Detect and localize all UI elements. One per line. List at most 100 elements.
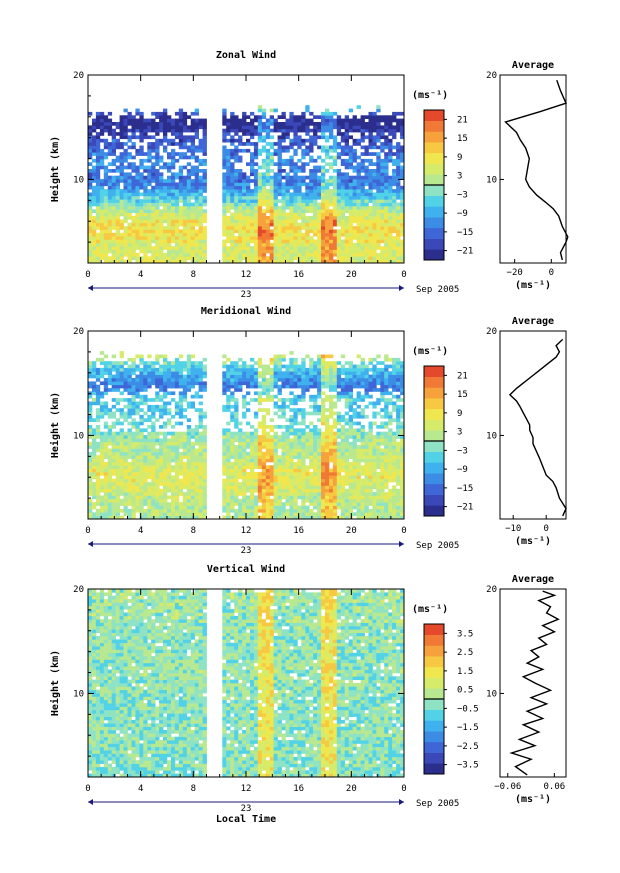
heatmap-cell [352, 115, 357, 119]
heatmap-cell [325, 179, 330, 183]
heatmap-cell [376, 199, 381, 203]
heatmap-cell [376, 122, 381, 126]
heatmap-cell [95, 152, 101, 156]
heatmap-cell [194, 185, 199, 190]
heatmap-cell [368, 138, 373, 143]
heatmap-cell [163, 165, 168, 170]
heatmap-cell [174, 199, 180, 203]
heatmap-cell [297, 371, 302, 375]
heatmap-cell [226, 152, 231, 156]
heatmap-cell [198, 145, 203, 150]
heatmap-cell [309, 122, 314, 126]
heatmap-cell [143, 451, 148, 456]
heatmap-cell [202, 458, 207, 463]
heatmap-cell [372, 259, 377, 264]
heatmap-cell [198, 212, 203, 217]
heatmap-cell [103, 441, 109, 446]
heatmap-cell [242, 472, 247, 476]
heatmap-cell [344, 202, 349, 207]
heatmap-cell [198, 142, 203, 146]
heatmap-cell [388, 199, 393, 203]
heatmap-cell [261, 239, 267, 244]
heatmap-cell [281, 252, 286, 257]
heatmap-cell [155, 408, 160, 412]
heatmap-cell [202, 132, 207, 136]
heatmap-cell [340, 232, 346, 237]
heatmap-cell [103, 202, 109, 207]
heatmap-cell [317, 209, 322, 213]
heatmap-cell [344, 122, 349, 126]
heatmap-cell [190, 431, 195, 436]
heatmap-cell [92, 475, 97, 480]
heatmap-cell [364, 175, 369, 180]
heatmap-cell [107, 498, 113, 503]
heatmap-cell [242, 515, 247, 520]
heatmap-cell [253, 508, 259, 513]
heatmap-cell [88, 408, 93, 412]
heatmap-cell [277, 246, 282, 250]
heatmap-cell [194, 205, 199, 210]
heatmap-cell [127, 145, 132, 150]
heatmap-cell [384, 246, 389, 250]
heatmap-cell [285, 132, 290, 136]
heatmap-cell [230, 115, 235, 119]
heatmap-cell [360, 232, 365, 237]
heatmap-cell [313, 175, 318, 180]
heatmap-cell [257, 242, 263, 247]
heatmap-cell [115, 361, 120, 365]
heatmap-cell [273, 108, 278, 113]
heatmap-cell [273, 478, 278, 483]
heatmap-cell [392, 162, 397, 166]
heatmap-cell [269, 155, 274, 160]
heatmap-cell [131, 515, 136, 520]
heatmap-cell [99, 478, 105, 483]
heatmap-cell [273, 222, 278, 227]
heatmap-cell [230, 236, 235, 240]
heatmap-cell [171, 252, 176, 257]
heatmap-cell [123, 451, 128, 456]
heatmap-cell [348, 155, 353, 160]
heatmap-cell [159, 239, 164, 244]
heatmap-cell [305, 105, 310, 109]
heatmap-cell [376, 162, 381, 166]
heatmap-cell [238, 128, 243, 133]
heatmap-cell [151, 148, 156, 153]
heatmap-cell [178, 169, 184, 173]
heatmap-cell [88, 125, 93, 130]
heatmap-cell [329, 212, 334, 217]
heatmap-cell [99, 209, 105, 213]
heatmap-cell [257, 448, 263, 453]
heatmap-cell [202, 498, 207, 503]
heatmap-cell [261, 498, 267, 503]
heatmap-cell [313, 115, 318, 119]
heatmap-cell [238, 492, 243, 496]
heatmap-cell [155, 242, 160, 247]
heatmap-cell [364, 232, 369, 237]
heatmap-cell [230, 461, 235, 466]
heatmap-cell [238, 381, 243, 386]
heatmap-cell [139, 455, 144, 459]
heatmap-cell [115, 165, 120, 170]
heatmap-cell [352, 212, 357, 217]
heatmap-cell [348, 239, 353, 244]
heatmap-cell [131, 394, 136, 399]
heatmap-cell [155, 458, 160, 463]
heatmap-cell [356, 162, 361, 166]
heatmap-cell [325, 148, 330, 153]
heatmap-cell [174, 378, 180, 382]
heatmap-cell [99, 458, 105, 463]
heatmap-cell [111, 158, 116, 163]
heatmap-cell [92, 515, 97, 520]
heatmap-cell [111, 249, 116, 254]
heatmap-cell [226, 435, 231, 439]
heatmap-cell [198, 374, 203, 379]
heatmap-cell [348, 202, 353, 207]
heatmap-cell [376, 135, 381, 140]
heatmap-cell [325, 135, 330, 140]
heatmap-cell [364, 205, 369, 210]
heatmap-cell [167, 381, 172, 386]
heatmap-cell [356, 249, 361, 254]
heatmap-cell [198, 246, 203, 250]
heatmap-cell [277, 175, 282, 180]
heatmap-cell [131, 192, 136, 197]
